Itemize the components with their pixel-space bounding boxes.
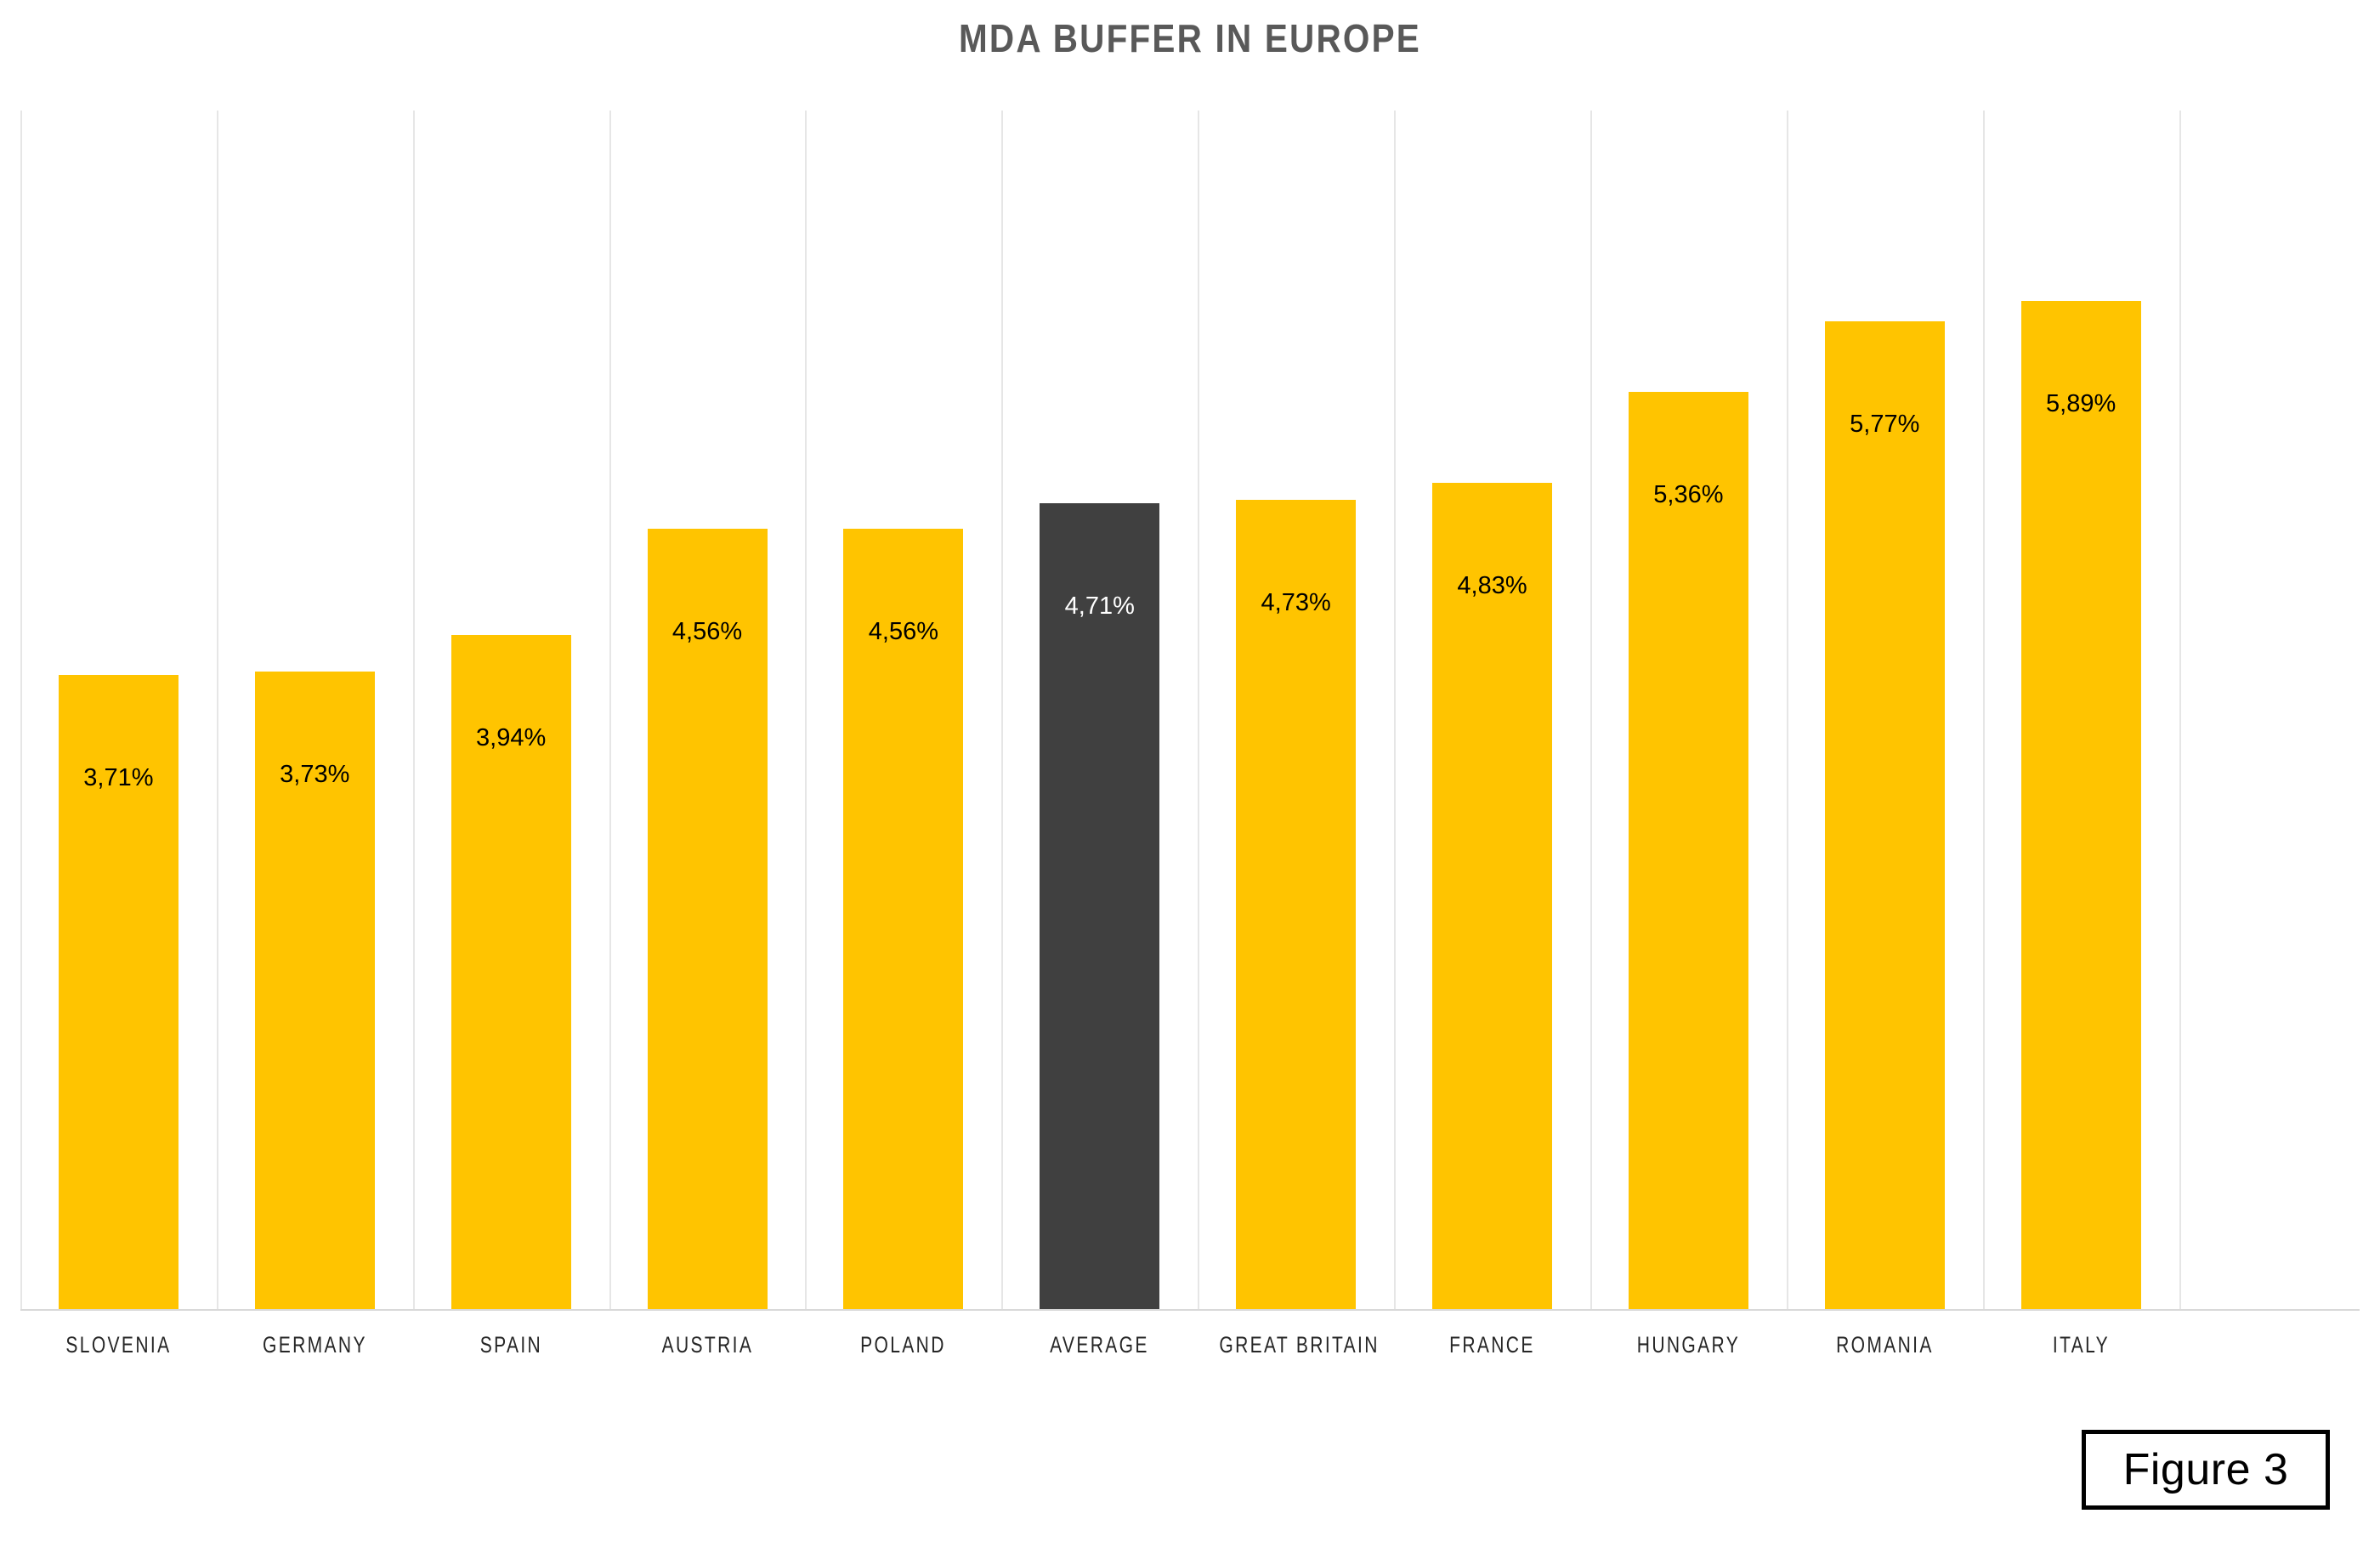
bar-value-label: 4,73% <box>1261 588 1331 616</box>
category-label-hungary: HUNGARY <box>1636 1332 1741 1358</box>
bar-value-label: 4,56% <box>672 618 743 646</box>
category-gridline <box>1982 111 1985 1311</box>
category-label-romania: ROMANIA <box>1835 1332 1934 1358</box>
bar-germany[interactable]: 3,73% <box>254 671 375 1311</box>
bar-value-label: 4,83% <box>1457 571 1527 599</box>
category-label-italy: ITALY <box>2052 1332 2110 1358</box>
bar-italy[interactable]: 5,89% <box>2020 300 2141 1311</box>
category-gridline <box>1786 111 1788 1311</box>
category-label-slovenia: SLOVENIA <box>65 1332 172 1358</box>
category-gridline <box>1001 111 1004 1311</box>
bar-value-label: 4,71% <box>1064 592 1135 620</box>
category-gridline <box>805 111 808 1311</box>
figure-caption-label: Figure 3 <box>2122 1445 2289 1494</box>
bar-value-label: 4,56% <box>868 618 939 646</box>
category-gridline <box>1394 111 1397 1311</box>
category-label-spain: SPAIN <box>479 1332 542 1358</box>
bar-spain[interactable]: 3,94% <box>450 635 571 1311</box>
chart-title: MDA BUFFER IN EUROPE <box>958 16 1422 60</box>
bar-slovenia[interactable]: 3,71% <box>58 674 178 1311</box>
bar-value-label: 5,77% <box>1850 411 1920 439</box>
bar-value-label: 5,36% <box>1653 480 1724 508</box>
plot-area: 3,71% 3,73% 3,94% 4,56% 4,56% 4,71% 4,73% 4,83%… <box>20 111 2360 1311</box>
bar-value-label: 5,89% <box>2046 389 2116 417</box>
bar-great-britain[interactable]: 4,73% <box>1236 499 1357 1311</box>
bar-hungary[interactable]: 5,36% <box>1628 391 1748 1311</box>
category-gridline <box>609 111 611 1311</box>
category-gridline <box>1590 111 1592 1311</box>
category-label-great-britain: GREAT BRITAIN <box>1219 1332 1380 1358</box>
category-gridline <box>2179 111 2181 1311</box>
bar-value-label: 3,71% <box>83 763 154 791</box>
category-label-poland: POLAND <box>860 1332 947 1358</box>
bar-value-label: 3,94% <box>476 724 547 752</box>
category-label-austria: AUSTRIA <box>661 1332 753 1358</box>
category-label-germany: GERMANY <box>262 1332 367 1358</box>
category-label-average: AVERAGE <box>1050 1332 1150 1358</box>
bar-average[interactable]: 4,71% <box>1040 502 1160 1311</box>
category-label-france: FRANCE <box>1449 1332 1535 1358</box>
bar-value-label: 3,73% <box>280 760 350 788</box>
bar-france[interactable]: 4,83% <box>1432 482 1553 1311</box>
category-gridline <box>1198 111 1200 1311</box>
category-gridline <box>216 111 218 1311</box>
bar-poland[interactable]: 4,56% <box>843 529 964 1311</box>
bar-austria[interactable]: 4,56% <box>647 529 768 1311</box>
bar-romania[interactable]: 5,77% <box>1824 321 1945 1311</box>
figure-caption-box: Figure 3 <box>2082 1430 2330 1510</box>
category-gridline <box>412 111 415 1311</box>
category-gridline <box>20 111 22 1311</box>
axis-baseline <box>20 1309 2360 1311</box>
